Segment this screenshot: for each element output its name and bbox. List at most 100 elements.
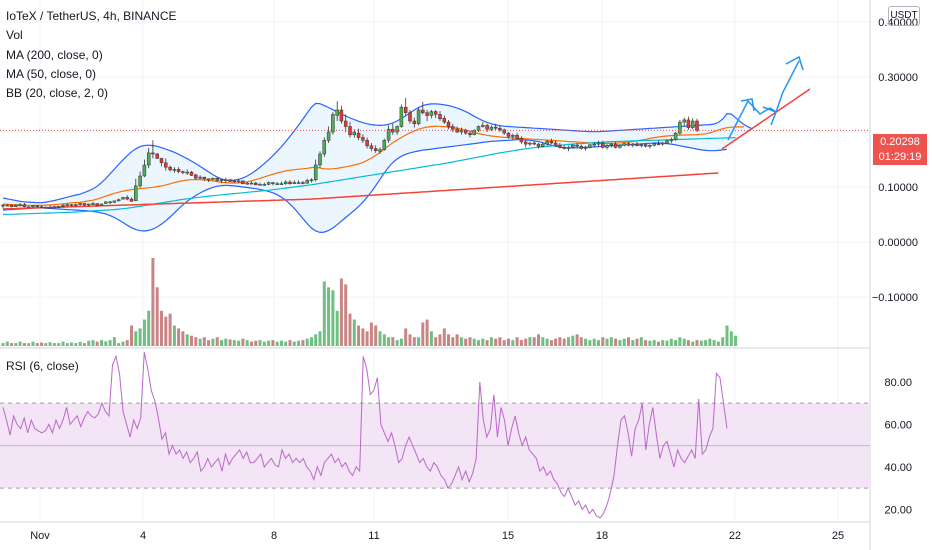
- volume-bar: [232, 340, 236, 346]
- candle: [498, 125, 502, 132]
- candle: [361, 134, 365, 143]
- candlesticks: [1, 97, 699, 209]
- time-axis[interactable]: Nov 4 8 11 15 18 22 25: [30, 530, 844, 542]
- candle: [168, 165, 172, 172]
- volume-bar: [545, 338, 549, 346]
- candle: [635, 141, 639, 147]
- volume-bar: [498, 337, 502, 346]
- volume-bar: [579, 337, 583, 346]
- volume-bar: [348, 313, 352, 346]
- volume-bar: [691, 341, 695, 346]
- candle: [493, 123, 498, 131]
- candle: [61, 204, 65, 208]
- volume-bar: [708, 338, 712, 346]
- candle: [365, 137, 369, 149]
- ma50-line: [2, 137, 736, 216]
- candle: [665, 139, 669, 145]
- candle: [343, 114, 348, 132]
- legend-volume[interactable]: Vol: [6, 28, 23, 42]
- volume-bar: [104, 341, 108, 346]
- volume-bar: [22, 343, 26, 346]
- candle: [592, 141, 596, 148]
- volume-bar: [82, 343, 86, 346]
- volume-bar: [447, 334, 450, 346]
- candle: [558, 143, 562, 149]
- volume-bar: [78, 341, 82, 346]
- volume-bar: [605, 338, 609, 346]
- volume-bar: [5, 341, 9, 346]
- candle: [134, 178, 138, 202]
- volume-bar: [112, 337, 116, 346]
- candle: [129, 197, 134, 202]
- volume-bar: [95, 341, 99, 346]
- volume-bar: [31, 341, 35, 346]
- projection-arrow-path[interactable]: [727, 60, 800, 141]
- candle: [121, 196, 125, 200]
- volume-bar: [704, 340, 708, 346]
- candle: [125, 195, 129, 201]
- candle: [155, 152, 159, 159]
- volume-bar: [399, 338, 403, 346]
- legend-ma200[interactable]: MA (200, close, 0): [6, 48, 103, 62]
- currency-selector[interactable]: USDT: [888, 6, 920, 26]
- volume-bar: [592, 338, 596, 346]
- rsi-axis[interactable]: 80.00 60.00 40.00 20.00: [884, 377, 912, 517]
- candle: [511, 133, 515, 140]
- time-tick-label: 22: [729, 530, 741, 542]
- trend-line[interactable]: [721, 88, 811, 150]
- volume-bar: [374, 325, 378, 346]
- legend-rsi[interactable]: RSI (6, close): [6, 359, 79, 373]
- time-tick-label: 25: [832, 530, 844, 542]
- volume-bar: [220, 340, 223, 346]
- volume-bar: [494, 338, 498, 346]
- volume-bar: [369, 322, 373, 346]
- volume-bar: [425, 319, 429, 346]
- volume-bar: [631, 340, 635, 346]
- candle: [52, 205, 57, 209]
- volume-bar: [61, 341, 65, 346]
- candle: [648, 144, 652, 149]
- candle: [618, 144, 622, 149]
- candle: [318, 151, 322, 168]
- candle: [301, 180, 305, 185]
- volume-bar: [417, 337, 421, 346]
- candle: [65, 204, 70, 207]
- candle: [326, 126, 331, 143]
- candle: [211, 177, 215, 181]
- volume-bar: [674, 340, 678, 346]
- volume-bar: [327, 287, 331, 346]
- legend-bollinger[interactable]: BB (20, close, 2, 0): [6, 86, 109, 100]
- candle: [690, 118, 695, 130]
- price-tick-label: 0.10000: [878, 182, 918, 194]
- chart-title[interactable]: IoTeX / TetherUS, 4h, BINANCE: [6, 9, 177, 23]
- volume-bar: [434, 337, 438, 346]
- candle: [438, 111, 442, 121]
- candle: [408, 110, 412, 124]
- candle: [305, 178, 309, 184]
- rsi-tick-label: 20.00: [884, 504, 912, 516]
- candle: [5, 204, 10, 207]
- user-drawings[interactable]: [721, 55, 811, 150]
- volume-bar: [292, 341, 296, 346]
- volume-bar: [339, 278, 343, 346]
- time-tick-label: 4: [140, 530, 146, 542]
- candle: [112, 200, 117, 203]
- candle: [288, 180, 292, 185]
- legend-ma50[interactable]: MA (50, close, 0): [6, 67, 97, 81]
- volume-bar: [451, 337, 455, 346]
- rsi-tick-label: 40.00: [884, 462, 912, 474]
- volume-bar: [511, 340, 515, 346]
- candle: [82, 202, 87, 206]
- bollinger-band-fill: [3, 103, 753, 233]
- candle: [104, 201, 108, 204]
- candle: [378, 147, 382, 154]
- volume-bar: [716, 341, 720, 346]
- volume-bar: [648, 340, 652, 346]
- volume-bar: [571, 335, 575, 346]
- volume-bar: [241, 338, 245, 346]
- candle: [442, 115, 447, 124]
- candle: [271, 182, 275, 186]
- volume-bar: [65, 343, 69, 346]
